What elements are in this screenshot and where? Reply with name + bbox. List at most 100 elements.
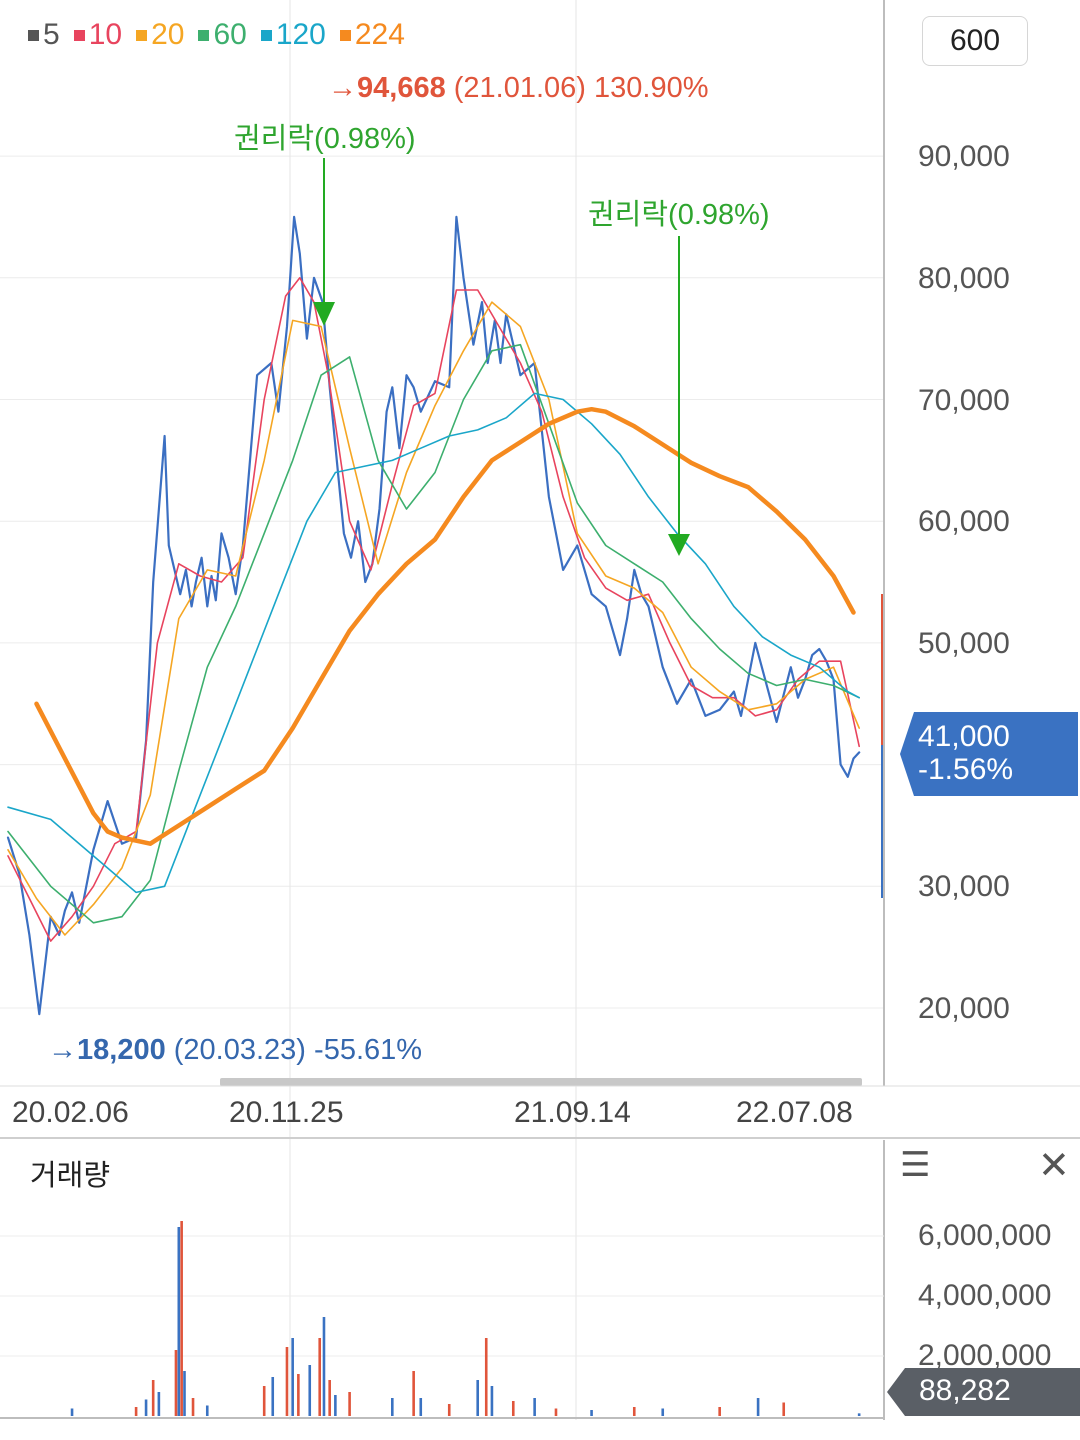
volume-bar-33 [632,1407,636,1416]
volume-bar-2 [144,1399,148,1416]
volume-bar-37 [782,1402,786,1416]
volume-bar-35 [718,1407,721,1416]
volume-tick-4m: 4,000,000 [918,1279,1052,1312]
high-value: 94,668 [357,72,446,104]
volume-bar-11 [262,1386,266,1416]
legend-ma5-label: 5 [43,18,60,51]
legend-ma60[interactable]: 60 [198,18,247,52]
ex-rights-arrow-2-head [668,534,690,556]
volume-bar-1 [134,1407,138,1416]
current-volume-tag-shape [887,1368,1080,1416]
volume-bar-19 [328,1380,331,1416]
legend-ma120-label: 120 [275,18,326,51]
y-tick-70000: 70,000 [918,384,1010,417]
low-pct: -55.61% [314,1034,423,1066]
legend-ma5-swatch [28,29,39,41]
legend-ma60-label: 60 [213,18,247,51]
y-tick-80000: 80,000 [918,262,1010,295]
legend-ma10[interactable]: 10 [73,18,123,52]
volume-bar-6 [177,1227,181,1416]
volume-bar-22 [391,1398,394,1416]
volume-gridlines [0,1235,884,1357]
volume-bar-15 [297,1374,300,1416]
current-price-tag: 41,000 -1.56% [900,712,1078,796]
legend-ma20-label: 20 [151,18,185,51]
volume-bar-3 [151,1380,155,1416]
volume-bar-8 [183,1371,186,1416]
volume-bars [70,1221,861,1416]
volume-bar-20 [334,1395,337,1416]
volume-bar-14 [291,1338,294,1416]
volume-bar-13 [285,1347,289,1416]
volume-bar-27 [484,1338,488,1416]
volume-bar-18 [322,1317,326,1416]
legend-ma224-label: 224 [354,18,405,51]
volume-bar-30 [533,1398,536,1416]
legend-ma5[interactable]: 5 [28,18,60,52]
legend-ma224[interactable]: 224 [339,18,405,52]
legend-ma60-swatch [198,29,210,41]
series-ma5 [6,215,861,1016]
legend-ma10-label: 10 [88,18,123,51]
high-date: (21.01.06) [453,72,586,104]
volume-bar-32 [590,1410,593,1416]
series-ma20 [7,301,861,936]
current-price-tag-shape [900,712,1078,796]
hamburger-menu-icon[interactable]: ☰ [900,1146,931,1184]
current-volume-value: 88,282 [919,1374,1011,1407]
moving-average-legend: 5 10 20 60 120 224 [28,18,405,52]
x-tick-4: 22.07.08 [736,1096,853,1129]
volume-bar-25 [447,1404,451,1416]
legend-ma20[interactable]: 20 [136,18,184,52]
current-price-change: -1.56% [918,753,1014,786]
y-tick-50000: 50,000 [918,627,1010,660]
legend-ma120-swatch [260,29,272,41]
y-tick-30000: 30,000 [918,870,1010,903]
volume-bar-21 [348,1392,351,1416]
moving-average-series [6,215,861,1016]
current-price-value: 41,000 [918,720,1010,753]
x-tick-2: 20.11.25 [229,1096,344,1129]
volume-bar-12 [271,1377,275,1416]
volume-bar-7 [180,1221,183,1416]
low-price-annotation: →18,200 (20.03.23) -55.61% [48,1034,422,1067]
volume-bar-34 [661,1408,665,1416]
volume-bar-5 [174,1350,178,1416]
legend-ma224-swatch [339,29,351,41]
high-pct: 130.90% [594,72,709,104]
x-tick-3: 21.09.14 [514,1096,631,1129]
volume-bar-28 [490,1386,494,1416]
y-tick-20000: 20,000 [918,992,1010,1025]
annotation-arrows [313,158,690,556]
low-arrow: → [48,1034,77,1066]
ex-rights-label-2: 권리락(0.98%) [588,199,770,231]
volume-bar-31 [554,1408,558,1416]
volume-bar-10 [205,1405,209,1416]
price-gridlines [0,155,884,1009]
volume-bar-36 [756,1398,760,1416]
y-tick-60000: 60,000 [918,505,1010,538]
ex-rights-arrow-1-head [313,302,335,326]
high-price-annotation: →94,668 (21.01.06) 130.90% [328,72,709,105]
volume-bar-17 [318,1338,322,1416]
vertical-gridlines [289,0,577,1420]
volume-bar-38 [857,1413,861,1416]
current-price-text: 41,000 -1.56% [918,720,1013,786]
volume-tick-2m: 2,000,000 [918,1339,1052,1372]
volume-panel-title: 거래량 [30,1160,111,1192]
low-date: (20.03.23) [173,1034,306,1066]
period-selector-button[interactable]: 600 [922,16,1028,66]
volume-bar-26 [476,1380,479,1416]
volume-bar-0 [70,1408,74,1416]
horizontal-scrollbar [220,1078,862,1086]
volume-bar-23 [412,1371,415,1416]
high-arrow: → [328,72,357,104]
volume-bar-16 [308,1365,312,1416]
low-value: 18,200 [77,1034,166,1066]
current-volume-tag: 88,282 [887,1368,1080,1416]
close-icon[interactable]: ✕ [1038,1145,1070,1187]
legend-ma120[interactable]: 120 [260,18,326,52]
volume-bar-4 [157,1392,161,1416]
